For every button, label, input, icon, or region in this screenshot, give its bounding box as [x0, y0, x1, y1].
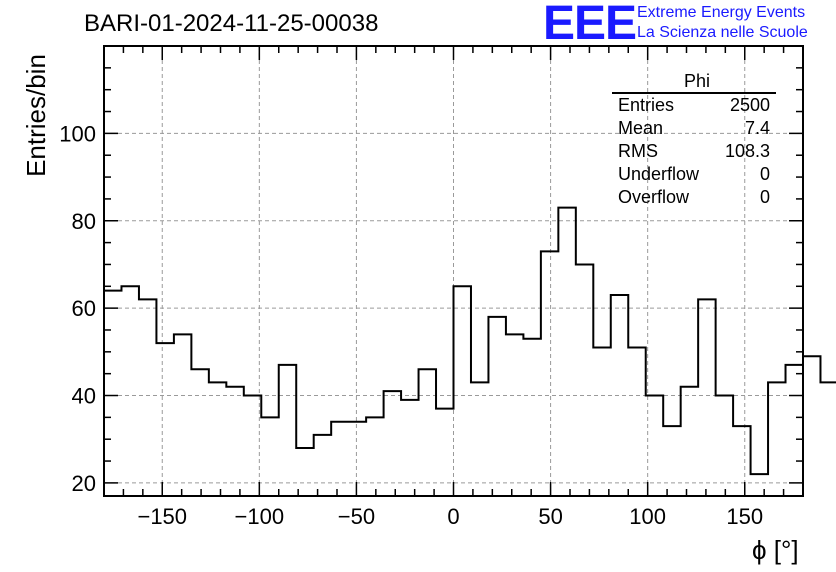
- stats-box: Phi Entries 2500 Mean 7.4 RMS 108.3 Unde…: [612, 70, 776, 209]
- histogram-bin: [121, 286, 138, 496]
- histogram-bin: [523, 339, 540, 496]
- histogram-bin: [681, 387, 698, 496]
- stats-value: 108.3: [724, 141, 770, 161]
- histogram-bin: [296, 448, 313, 496]
- histogram-bin: [366, 417, 383, 496]
- histogram-line: [104, 206, 836, 476]
- x-tick-label: −50: [338, 504, 375, 529]
- histogram-bin: [628, 347, 645, 496]
- histogram-bin: [209, 382, 226, 496]
- chart-title: BARI-01-2024-11-25-00038: [84, 10, 379, 37]
- histogram-bin: [786, 365, 803, 496]
- stats-row-entries: Entries 2500: [612, 94, 776, 117]
- histogram-bin: [191, 369, 208, 496]
- stats-row-overflow: Overflow 0: [612, 186, 776, 209]
- histogram-bin: [279, 365, 296, 496]
- stats-row-mean: Mean 7.4: [612, 117, 776, 140]
- x-tick-label: 100: [629, 504, 666, 529]
- histogram-bin: [261, 417, 278, 496]
- y-tick-label: 20: [72, 471, 96, 496]
- stats-label: Underflow: [618, 164, 700, 184]
- histogram-bin: [226, 387, 243, 496]
- stats-label: RMS: [618, 141, 658, 161]
- histogram-bin: [646, 396, 663, 496]
- y-tick-label: 40: [72, 384, 96, 409]
- histogram-bin: [244, 396, 261, 496]
- histogram-bin: [541, 251, 558, 496]
- x-tick-label: 0: [447, 504, 459, 529]
- x-tick-label: −100: [235, 504, 285, 529]
- y-tick-label: 100: [59, 121, 96, 146]
- stats-label: Entries: [618, 95, 675, 115]
- y-tick-label: 80: [72, 209, 96, 234]
- histogram-bin: [733, 426, 750, 496]
- stats-value: 7.4: [744, 118, 770, 138]
- x-tick-label: −150: [137, 504, 187, 529]
- logo-text-line1: Extreme Energy Events: [637, 4, 806, 21]
- histogram-bin: [820, 382, 836, 496]
- logo-text-line2: La Scienza nelle Scuole: [637, 24, 808, 41]
- histogram-bin: [593, 347, 610, 496]
- y-tick-label: 60: [72, 296, 96, 321]
- histogram-bin: [716, 396, 733, 496]
- histogram-bin: [349, 422, 366, 496]
- x-axis-label: ϕ [°]: [752, 535, 799, 565]
- histogram-bin: [384, 391, 401, 496]
- histogram-bin: [558, 208, 575, 496]
- histogram-bin: [488, 317, 505, 496]
- histogram-bin: [139, 299, 156, 496]
- histogram-bin: [698, 299, 715, 496]
- histogram-bin: [506, 334, 523, 496]
- stats-title: Phi: [612, 70, 776, 94]
- histogram-bin: [174, 334, 191, 496]
- histogram-bin: [104, 291, 121, 496]
- histogram-bin: [401, 400, 418, 496]
- stats-label: Mean: [618, 118, 664, 138]
- x-tick-label: 50: [538, 504, 562, 529]
- x-tick-label: 150: [726, 504, 763, 529]
- eee-logo: EEE: [543, 0, 637, 50]
- histogram-bin: [331, 422, 348, 496]
- histogram-bin: [768, 382, 785, 496]
- stats-row-rms: RMS 108.3: [612, 140, 776, 163]
- histogram-bin: [751, 474, 768, 496]
- y-axis-label: Entries/bin: [20, 54, 51, 177]
- stats-value: 0: [759, 164, 770, 184]
- stats-row-underflow: Underflow 0: [612, 163, 776, 186]
- histogram-bin: [611, 295, 628, 496]
- histogram-bin: [471, 382, 488, 496]
- stats-value: 0: [759, 187, 770, 207]
- histogram-bin: [156, 343, 173, 496]
- histogram-bin: [314, 435, 331, 496]
- histogram-bin: [663, 426, 680, 496]
- histogram-bin: [576, 264, 593, 496]
- histogram-bin: [436, 409, 453, 496]
- stats-value: 2500: [729, 95, 770, 115]
- histogram-bin: [419, 369, 436, 496]
- histogram-bin: [454, 286, 471, 496]
- stats-label: Overflow: [618, 187, 690, 207]
- histogram-bin: [803, 356, 820, 496]
